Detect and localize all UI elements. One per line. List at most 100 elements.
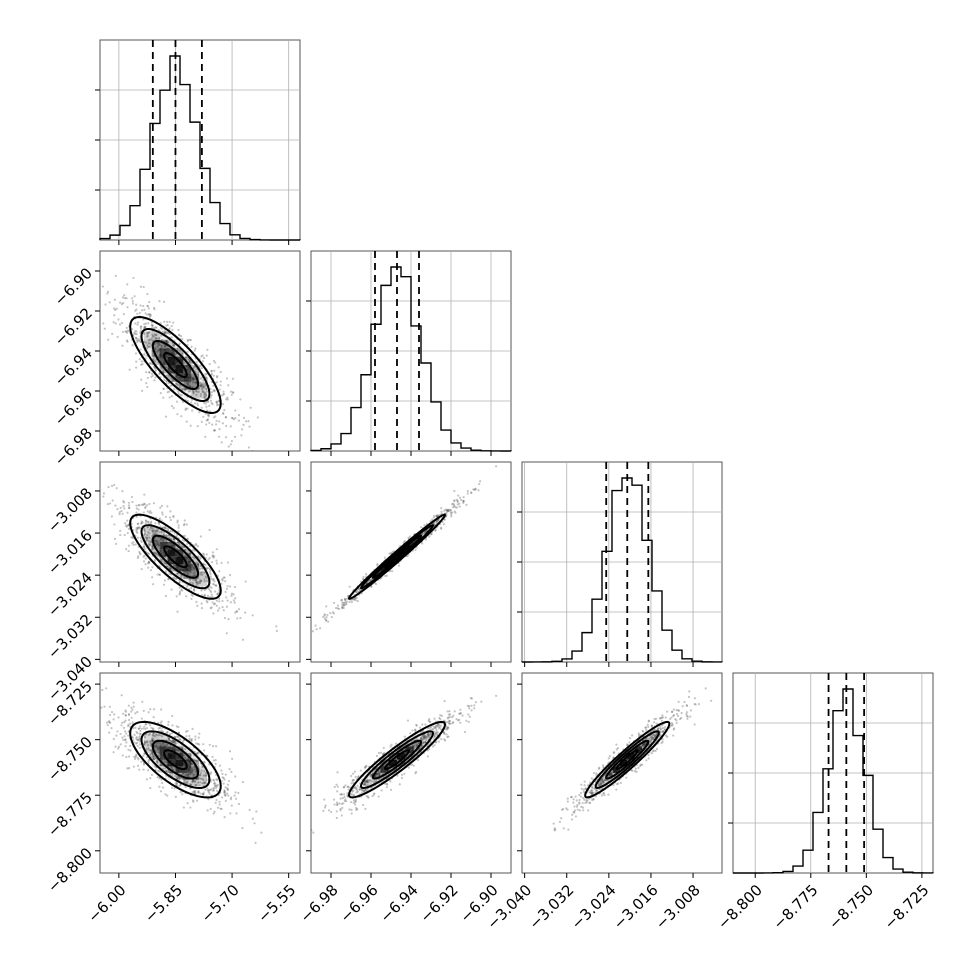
sample-point bbox=[433, 726, 437, 729]
sample-point bbox=[191, 378, 195, 382]
sample-point bbox=[200, 589, 203, 592]
sample-point bbox=[350, 600, 354, 604]
sample-point bbox=[203, 571, 206, 574]
sample-point bbox=[157, 355, 160, 358]
sample-point bbox=[376, 562, 379, 566]
sample-point bbox=[213, 429, 216, 432]
sample-point bbox=[199, 792, 202, 795]
sample-point bbox=[224, 793, 227, 797]
sample-point bbox=[178, 334, 181, 337]
sample-point bbox=[237, 608, 241, 611]
density-cell bbox=[199, 571, 208, 579]
sample-point bbox=[189, 424, 192, 427]
sample-point bbox=[152, 502, 156, 505]
sample-point bbox=[108, 713, 112, 717]
sample-point bbox=[410, 763, 414, 766]
sample-point bbox=[161, 735, 164, 738]
sample-point bbox=[140, 503, 143, 506]
sample-point bbox=[178, 349, 182, 352]
sample-point bbox=[133, 295, 136, 298]
sample-point bbox=[440, 507, 443, 510]
sample-point bbox=[135, 504, 138, 507]
sample-point bbox=[453, 503, 456, 507]
sample-point bbox=[432, 522, 436, 525]
sample-point bbox=[151, 530, 154, 533]
sample-point bbox=[448, 713, 452, 716]
density-cell bbox=[371, 571, 381, 579]
sample-point bbox=[423, 531, 427, 534]
sample-point bbox=[169, 567, 172, 570]
sample-point bbox=[133, 755, 136, 758]
contour-line bbox=[151, 739, 200, 780]
sample-point bbox=[107, 485, 110, 489]
density-cell bbox=[159, 339, 168, 349]
sample-point bbox=[231, 391, 235, 394]
sample-point bbox=[191, 791, 194, 794]
sample-point bbox=[217, 435, 221, 438]
sample-point bbox=[122, 301, 125, 305]
sample-point bbox=[213, 602, 217, 605]
sample-point bbox=[436, 520, 439, 523]
sample-point bbox=[186, 343, 189, 347]
sample-point bbox=[331, 611, 335, 614]
sample-point bbox=[176, 572, 179, 575]
panel-frame bbox=[310, 672, 512, 874]
sample-point bbox=[204, 435, 207, 438]
sample-point bbox=[164, 793, 167, 796]
sample-point bbox=[192, 800, 195, 803]
sample-point bbox=[209, 807, 212, 811]
sample-point bbox=[159, 538, 162, 541]
sample-point bbox=[148, 331, 151, 334]
sample-point bbox=[324, 619, 328, 622]
sample-point bbox=[197, 564, 200, 567]
sample-point bbox=[329, 612, 332, 615]
sample-point bbox=[465, 503, 468, 506]
sample-point bbox=[224, 580, 227, 583]
sample-point bbox=[183, 389, 187, 392]
sample-point bbox=[138, 735, 141, 738]
sample-point bbox=[142, 304, 145, 308]
sample-point bbox=[125, 326, 128, 330]
density-cell bbox=[191, 365, 200, 374]
sample-point bbox=[157, 523, 161, 526]
sample-point bbox=[166, 743, 170, 746]
sample-point bbox=[148, 754, 152, 757]
sample-point bbox=[126, 283, 129, 286]
sample-point bbox=[428, 720, 431, 723]
sample-point bbox=[206, 348, 209, 351]
sample-point bbox=[142, 318, 145, 321]
sample-point bbox=[153, 708, 156, 711]
sample-point bbox=[586, 784, 589, 787]
sample-point bbox=[149, 777, 152, 780]
histogram-series bbox=[99, 55, 300, 241]
sample-point bbox=[340, 814, 343, 817]
sample-point bbox=[615, 748, 618, 751]
sample-point bbox=[363, 783, 367, 786]
sample-point bbox=[187, 773, 190, 776]
sample-point bbox=[153, 360, 156, 363]
sample-point bbox=[220, 582, 223, 585]
sample-point bbox=[80, 729, 82, 731]
sample-point bbox=[212, 787, 215, 790]
sample-point bbox=[140, 363, 143, 366]
sample-point bbox=[374, 774, 377, 778]
sample-point bbox=[339, 793, 342, 796]
sample-point bbox=[224, 416, 228, 419]
sample-point bbox=[231, 417, 234, 420]
sample-point bbox=[140, 522, 143, 525]
sample-point bbox=[232, 418, 236, 421]
sample-point bbox=[344, 798, 347, 801]
sample-point bbox=[237, 419, 240, 422]
sample-point bbox=[330, 616, 333, 619]
sample-point bbox=[172, 538, 175, 541]
sample-point bbox=[447, 509, 450, 513]
sample-point bbox=[447, 508, 451, 511]
sample-point bbox=[97, 725, 99, 727]
density-cell bbox=[191, 390, 200, 399]
sample-point bbox=[218, 764, 222, 767]
sample-point bbox=[152, 755, 155, 758]
sample-point bbox=[447, 713, 451, 716]
sample-point bbox=[161, 330, 164, 333]
sample-point bbox=[412, 764, 415, 767]
sample-point bbox=[134, 712, 137, 715]
